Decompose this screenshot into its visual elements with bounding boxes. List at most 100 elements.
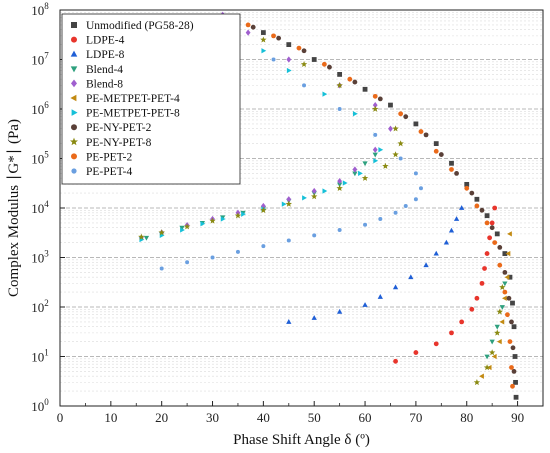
series-pe-pet-2 bbox=[245, 22, 515, 389]
data-point bbox=[397, 140, 404, 147]
data-point bbox=[489, 339, 495, 345]
data-point bbox=[336, 308, 343, 314]
data-point bbox=[494, 329, 501, 336]
data-point bbox=[510, 300, 515, 306]
series-unmodified-pg58-28- bbox=[235, 20, 519, 400]
data-point bbox=[507, 274, 513, 280]
data-point bbox=[464, 181, 470, 187]
data-point bbox=[347, 76, 353, 82]
data-point bbox=[502, 281, 508, 287]
data-point bbox=[70, 94, 77, 102]
data-point bbox=[479, 280, 485, 286]
data-point bbox=[497, 262, 503, 268]
data-point bbox=[392, 209, 399, 216]
data-point bbox=[459, 319, 465, 325]
data-point bbox=[143, 235, 150, 241]
x-tick-label: 50 bbox=[308, 410, 321, 425]
data-point bbox=[433, 250, 439, 256]
data-point bbox=[234, 212, 242, 219]
data-point bbox=[362, 221, 368, 228]
data-point bbox=[484, 251, 490, 256]
data-point bbox=[336, 106, 343, 112]
x-tick-label: 10 bbox=[104, 410, 117, 425]
data-point bbox=[459, 205, 465, 210]
legend-label: PE-METPET-PET-4 bbox=[86, 93, 180, 105]
x-tick-label: 90 bbox=[511, 410, 524, 425]
data-point bbox=[180, 227, 185, 233]
data-point bbox=[487, 235, 493, 241]
legend-label: Blend-4 bbox=[86, 64, 123, 76]
legend-item: LDPE-4 bbox=[71, 35, 125, 47]
legend-label: PE-METPET-PET-8 bbox=[86, 108, 180, 120]
data-point bbox=[362, 161, 368, 167]
data-point bbox=[235, 249, 241, 255]
data-point bbox=[311, 193, 318, 200]
data-point bbox=[270, 56, 277, 63]
data-point bbox=[70, 50, 78, 57]
legend: Unmodified (PG58-28) LDPE-4 LDPE-8 Blend-4 B… bbox=[61, 13, 241, 185]
data-point bbox=[499, 319, 505, 325]
legend-item: PE-NY-PET-8 bbox=[70, 137, 152, 149]
data-point bbox=[402, 203, 409, 209]
data-point bbox=[158, 265, 165, 272]
series-ldpe-8 bbox=[286, 205, 465, 324]
data-point bbox=[200, 221, 206, 227]
data-point bbox=[509, 365, 514, 370]
legend-item: LDPE-8 bbox=[70, 49, 125, 61]
data-point bbox=[507, 231, 512, 237]
series-pe-ny-pet-2 bbox=[250, 24, 517, 374]
legend-label: Unmodified (PG58-28) bbox=[86, 20, 194, 32]
data-point bbox=[377, 216, 384, 222]
data-point bbox=[473, 379, 481, 386]
data-point bbox=[497, 244, 503, 250]
data-point bbox=[220, 216, 226, 222]
data-point bbox=[286, 319, 292, 324]
data-point bbox=[352, 111, 358, 117]
data-point bbox=[138, 233, 145, 240]
data-point bbox=[158, 229, 165, 236]
data-point bbox=[413, 170, 419, 177]
data-point bbox=[71, 109, 78, 116]
data-point bbox=[260, 30, 266, 35]
data-point bbox=[70, 137, 78, 146]
data-point bbox=[418, 185, 424, 192]
data-point bbox=[453, 216, 460, 221]
data-point bbox=[494, 231, 500, 237]
data-point bbox=[209, 217, 216, 224]
legend-label: Blend-8 bbox=[86, 78, 123, 90]
data-point bbox=[260, 36, 267, 43]
data-point bbox=[377, 96, 383, 102]
data-point bbox=[509, 319, 514, 325]
data-point bbox=[511, 324, 517, 330]
data-point bbox=[488, 349, 496, 356]
legend-item: PE-METPET-PET-8 bbox=[71, 108, 180, 120]
data-point bbox=[494, 324, 500, 330]
data-point bbox=[502, 289, 508, 295]
data-point bbox=[496, 308, 503, 315]
data-point bbox=[418, 129, 424, 134]
data-point bbox=[342, 180, 348, 186]
legend-item: Unmodified (PG58-28) bbox=[71, 20, 194, 32]
legend-item: PE-METPET-PET-4 bbox=[70, 93, 180, 105]
data-point bbox=[504, 274, 510, 280]
legend-item: PE-NY-PET-2 bbox=[71, 122, 152, 134]
legend-label: PE-PET-4 bbox=[86, 166, 132, 178]
series-layer bbox=[138, 11, 519, 400]
data-point bbox=[413, 196, 419, 203]
data-point bbox=[300, 60, 308, 68]
x-tick-label: 30 bbox=[206, 410, 219, 425]
y-tick-label: 100 bbox=[31, 397, 49, 414]
y-tick-label: 106 bbox=[31, 100, 49, 117]
data-point bbox=[301, 48, 307, 54]
data-point bbox=[286, 42, 292, 47]
data-point bbox=[510, 383, 515, 389]
data-point bbox=[499, 305, 505, 310]
x-tick-label: 40 bbox=[257, 410, 270, 425]
data-point bbox=[209, 254, 216, 261]
data-point bbox=[71, 124, 77, 131]
data-point bbox=[285, 237, 292, 244]
data-point bbox=[70, 167, 78, 175]
y-tick-exponent: 1 bbox=[44, 348, 49, 358]
data-point bbox=[285, 200, 292, 207]
